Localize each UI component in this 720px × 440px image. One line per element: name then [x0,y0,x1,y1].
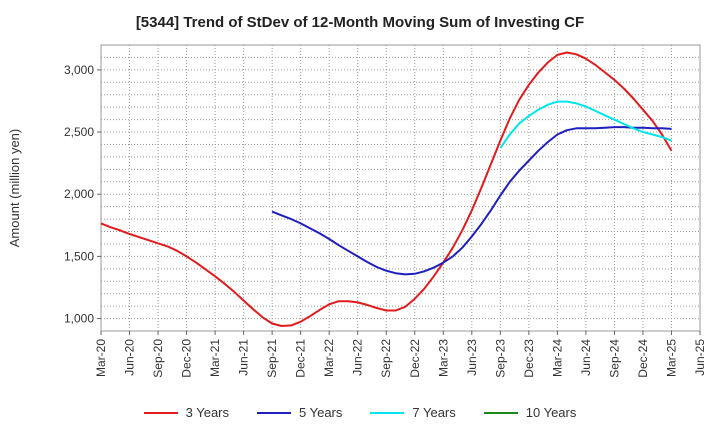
x-tick-label: Dec-21 [294,339,308,378]
legend-label: 7 Years [412,405,456,420]
x-tick-label: Jun-21 [237,339,251,376]
x-tick-label: Dec-23 [522,339,536,378]
x-tick-label: Mar-20 [94,339,108,377]
x-tick-label: Sep-24 [607,339,621,378]
series-lines [100,51,673,327]
legend: 3 Years 5 Years 7 Years 10 Years [0,405,720,420]
y-tick-label: 3,000 [64,63,94,77]
x-tick-label: Dec-22 [408,339,422,378]
x-tick-label: Dec-20 [180,339,194,378]
y-axis-ticks: 1,000 1,500 2,000 2,500 3,000 [64,63,101,326]
legend-label: 5 Years [299,405,343,420]
x-tick-label: Jun-25 [693,339,707,376]
series-line-3-years [100,51,673,327]
series-line-7-years [499,100,672,149]
y-tick-label: 2,500 [64,125,94,139]
x-tick-label: Mar-22 [322,339,336,377]
legend-item-5-years: 5 Years [257,405,342,420]
x-tick-label: Mar-25 [664,339,678,377]
x-tick-label: Mar-23 [436,339,450,377]
y-tick-label: 1,500 [64,249,94,263]
grid-lines [100,44,701,332]
legend-item-7-years: 7 Years [370,405,456,420]
x-tick-label: Sep-20 [151,339,165,378]
x-axis-ticks: Mar-20 Jun-20 Sep-20 Dec-20 Mar-21 Jun-21 Sep-… [94,331,707,378]
legend-label: 3 Years [185,405,229,420]
legend-swatch [370,411,405,414]
legend-item-3-years: 3 Years [143,405,229,420]
legend-label: 10 Years [525,405,577,420]
y-tick-label: 1,000 [64,312,94,326]
legend-swatch [483,411,518,414]
x-tick-label: Jun-20 [123,339,137,376]
plot-area [100,44,701,332]
chart-title: [5344] Trend of StDev of 12-Month Moving… [135,14,585,31]
y-tick-label: 2,000 [64,187,94,201]
y-axis-label: Amount (million yen) [7,129,22,248]
legend-item-10-years: 10 Years [483,405,577,420]
legend-swatch [143,411,178,414]
x-tick-label: Jun-24 [579,339,593,376]
x-tick-label: Jun-22 [351,339,365,376]
x-tick-label: Sep-21 [265,339,279,378]
series-line-5-years [271,126,672,276]
legend-swatch [257,411,291,414]
x-tick-label: Sep-22 [379,339,393,378]
x-tick-label: Jun-23 [465,339,479,376]
x-tick-label: Dec-24 [636,339,650,378]
x-tick-label: Sep-23 [493,339,507,378]
x-tick-label: Mar-21 [208,339,222,377]
x-tick-label: Mar-24 [550,339,564,377]
